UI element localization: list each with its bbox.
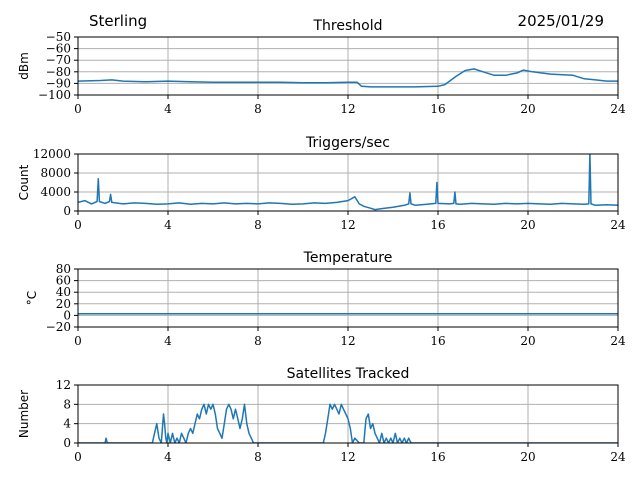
panel2-xtick-label: 0	[74, 218, 82, 232]
panel4-xtick-label: 4	[164, 450, 172, 464]
panel4-xtick-label: 16	[430, 450, 445, 464]
panel4-ylabel: Number	[17, 390, 31, 438]
panel3-ytick-label: 60	[56, 274, 71, 288]
panel2-series-line	[78, 154, 618, 211]
panel1-xtick-label: 24	[610, 102, 626, 116]
panel1-ytick-label: −50	[46, 30, 71, 44]
panel3-ytick-label: 40	[56, 285, 71, 299]
panel1-ylabel: dBm	[17, 52, 31, 80]
panel3-xtick-label: 0	[74, 334, 82, 348]
panel4-xtick-label: 0	[74, 450, 82, 464]
panel1-xtick-label: 4	[164, 102, 172, 116]
panel2-xtick-label: 12	[340, 218, 355, 232]
panel3-title: Temperature	[303, 250, 393, 266]
panel4-xtick-label: 24	[610, 450, 626, 464]
panel4-xtick-label: 20	[520, 450, 535, 464]
site-label: Sterling	[89, 12, 148, 30]
panel4-xtick-label: 8	[254, 450, 262, 464]
panel3-xtick-label: 16	[430, 334, 445, 348]
panel3-xtick-label: 12	[340, 334, 355, 348]
panel1-ytick-label: −90	[46, 76, 71, 90]
panel3-ylabel: °C	[25, 291, 39, 305]
panel1-title: Threshold	[313, 18, 383, 34]
panel2-xtick-label: 20	[520, 218, 535, 232]
panel2-xtick-label: 8	[254, 218, 262, 232]
panel3-xtick-label: 20	[520, 334, 535, 348]
panel3-ytick-label: 20	[56, 297, 71, 311]
panel1-ytick-label: −100	[38, 88, 71, 102]
panel1-xtick-label: 12	[340, 102, 355, 116]
panel4-ytick-label: 0	[63, 436, 71, 450]
panel2-xtick-label: 4	[164, 218, 172, 232]
panel2-ytick-label: 4000	[40, 185, 71, 199]
panel3-ytick-label: 80	[56, 262, 71, 276]
panel1-series-line	[78, 68, 618, 88]
panel4-ytick-label: 12	[56, 378, 71, 392]
panel2-xtick-label: 24	[610, 218, 626, 232]
panel1-xtick-label: 0	[74, 102, 82, 116]
panel2-frame	[77, 153, 619, 212]
panel3-frame	[77, 268, 619, 328]
date-label: 2025/01/29	[517, 12, 604, 30]
panel1-ytick-label: −70	[46, 53, 71, 67]
panel1-ytick-label: −60	[46, 42, 71, 56]
panel2-title: Triggers/sec	[305, 135, 390, 151]
panel4-frame	[77, 384, 619, 444]
panel2-ylabel: Count	[17, 164, 31, 200]
panel2-ytick-label: 12000	[33, 147, 71, 161]
panel3-xtick-label: 24	[610, 334, 626, 348]
panel3-xtick-label: 8	[254, 334, 262, 348]
panel2-ytick-label: 8000	[40, 166, 71, 180]
panel1-ytick-label: −80	[46, 65, 71, 79]
panel3-xtick-label: 4	[164, 334, 172, 348]
panel1-frame	[77, 36, 619, 96]
panel1-xtick-label: 16	[430, 102, 445, 116]
panel3-ytick-label: 0	[63, 308, 71, 322]
panel4-xtick-label: 12	[340, 450, 355, 464]
panel1-xtick-label: 8	[254, 102, 262, 116]
panel1-xtick-label: 20	[520, 102, 535, 116]
panel4-ytick-label: 4	[63, 417, 71, 431]
panel4-title: Satellites Tracked	[287, 366, 410, 382]
panel2-xtick-label: 16	[430, 218, 445, 232]
panel4-series-line	[78, 403, 618, 443]
panel3-ytick-label: −20	[46, 320, 71, 334]
panel2-ytick-label: 0	[63, 204, 71, 218]
panel4-ytick-label: 8	[63, 397, 71, 411]
